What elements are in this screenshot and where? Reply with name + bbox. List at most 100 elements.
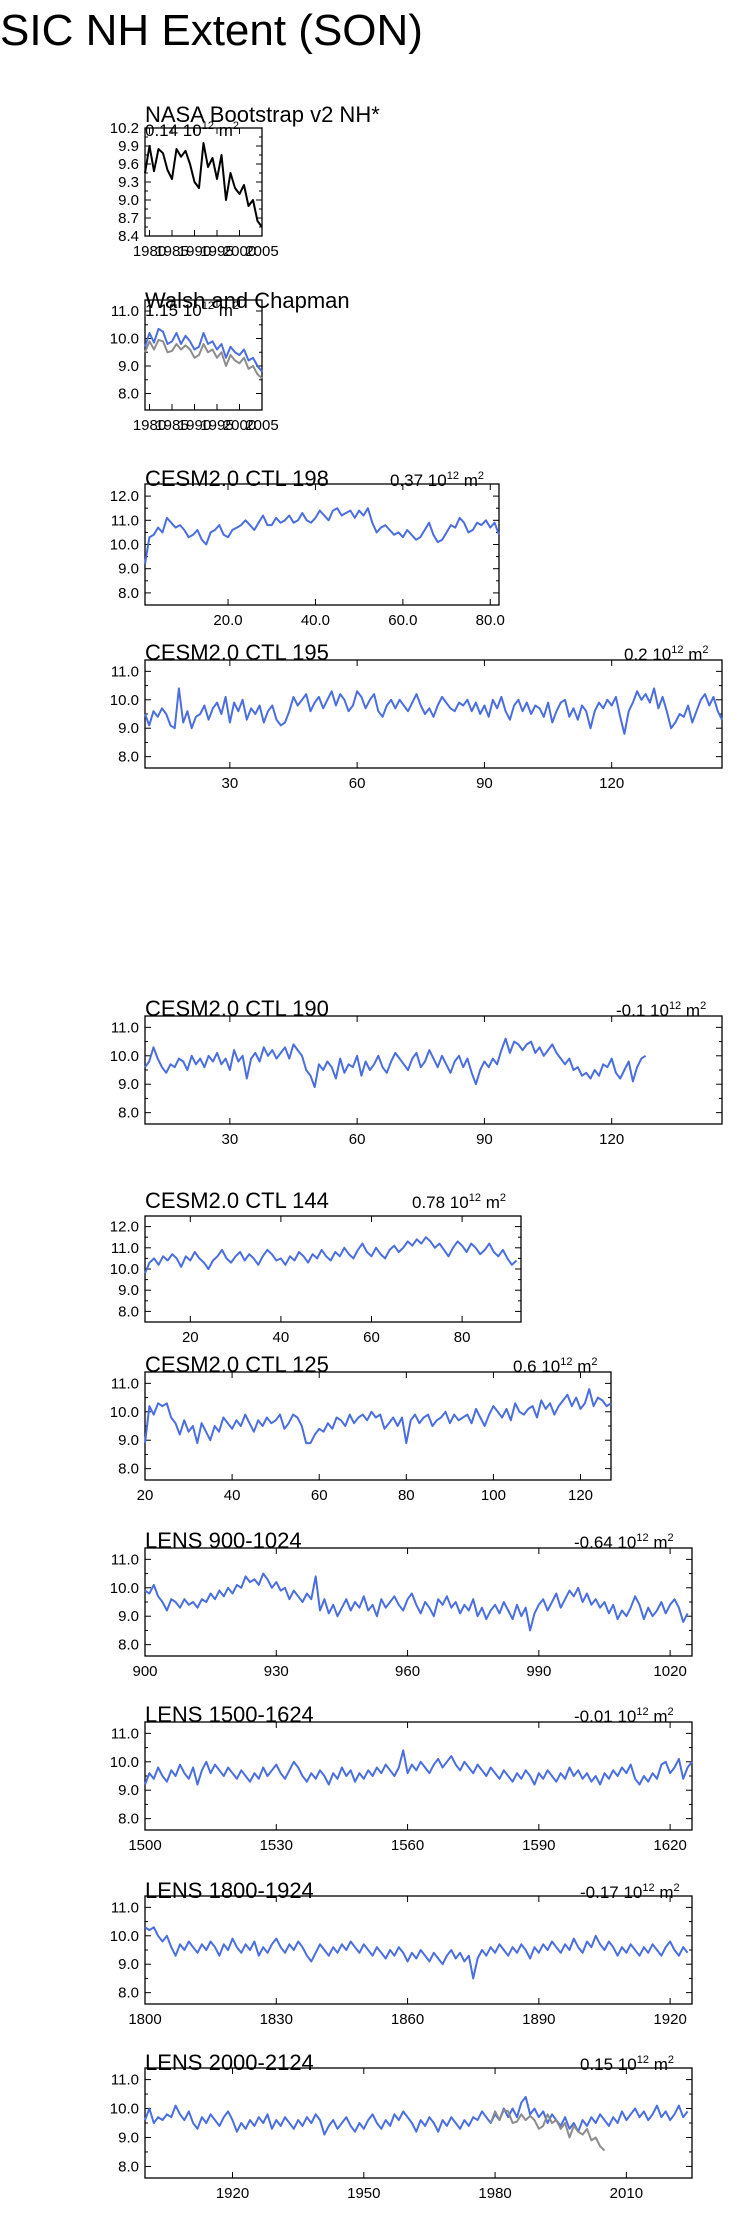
annotation-sup: 12 — [447, 470, 459, 482]
x-tick-label: 1980 — [478, 2185, 511, 2202]
annotation-value: 0.2 10 — [624, 645, 671, 664]
x-tick-label: 40 — [224, 1487, 241, 1504]
series-line-model — [144, 1388, 612, 1445]
annotation-sup: 12 — [202, 120, 214, 132]
x-tick-label: 2000 — [223, 243, 256, 260]
x-tick-label: 930 — [264, 1663, 289, 1680]
x-tick-label: 40.0 — [301, 612, 330, 629]
y-tick-label: 10.2 — [110, 120, 139, 137]
chart-annotation: -0.64 1012 m2 — [574, 1532, 674, 1552]
y-tick-label: 9.0 — [118, 1076, 139, 1093]
x-tick-label: 60.0 — [388, 612, 417, 629]
y-tick-label: 8.0 — [118, 1985, 139, 2002]
y-tick-label: 11.0 — [111, 2072, 139, 2089]
y-tick-label: 12.0 — [110, 488, 139, 505]
annotation-sup: 12 — [636, 1532, 648, 1544]
x-tick-label: 80 — [398, 1487, 415, 1504]
series-line-obs — [144, 338, 263, 380]
chart-11: LENS 2000-2124 0.15 1012 m2 8.0 9.0 10.0 11.0… — [110, 2050, 693, 2202]
annotation-sup2: 2 — [674, 1882, 680, 1894]
x-tick-label: 1985 — [155, 417, 188, 434]
series-line-model — [144, 1572, 689, 1632]
annotation-sup: 12 — [671, 644, 683, 656]
series-line-model — [144, 1236, 518, 1274]
x-tick-label: 1920 — [653, 2011, 686, 2028]
x-tick-label: 1530 — [260, 1837, 293, 1854]
x-tick-label: 90 — [476, 775, 493, 792]
y-tick-label: 11.0 — [111, 1899, 139, 1916]
x-tick-label: 1890 — [522, 2011, 555, 2028]
y-tick-label: 10.0 — [110, 1404, 139, 1421]
y-tick-label: 10.0 — [110, 1754, 139, 1771]
annotation-unit: m — [214, 301, 233, 320]
chart-annotation: -0.1 1012 m2 — [616, 1000, 706, 1020]
annotation-value: -0.01 10 — [574, 1707, 636, 1726]
y-tick-label: 8.0 — [118, 1461, 139, 1478]
x-tick-label: 100 — [481, 1487, 506, 1504]
plot-frame — [144, 299, 263, 411]
x-tick-label: 120 — [568, 1487, 593, 1504]
chart-annotation: 0.14 1012 m2 — [145, 120, 239, 140]
chart-4: CESM2.0 CTL 195 0.2 1012 m2 8.0 9.0 10.0 11.0… — [110, 640, 723, 792]
series-line-obs — [489, 2109, 606, 2152]
y-tick-label: 10.0 — [110, 1261, 139, 1278]
x-tick-label: 60 — [349, 1131, 366, 1148]
y-tick-label: 8.0 — [118, 1637, 139, 1654]
annotation-unit: m — [573, 1357, 592, 1376]
y-tick-label: 10.0 — [110, 537, 139, 554]
x-tick-label: 60 — [311, 1487, 328, 1504]
y-tick-label: 11.0 — [111, 1551, 139, 1568]
y-tick-label: 10.0 — [110, 1048, 139, 1065]
x-tick-label: 1980 — [133, 417, 166, 434]
chart-title: CESM2.0 CTL 144 — [145, 1188, 329, 1213]
series-line-model — [144, 1037, 647, 1089]
chart-10: LENS 1800-1924 -0.17 1012 m2 8.0 9.0 10.0 11.… — [110, 1878, 693, 2028]
y-tick-label: 11.0 — [111, 1375, 139, 1392]
annotation-sup2: 2 — [668, 1532, 674, 1544]
x-tick-label: 2000 — [223, 417, 256, 434]
annotation-unit: m — [649, 1533, 668, 1552]
x-tick-label: 960 — [395, 1663, 420, 1680]
chart-title: CESM2.0 CTL 125 — [145, 1352, 329, 1377]
chart-6: CESM2.0 CTL 144 0.78 1012 m2 8.0 9.0 10.0 11.… — [110, 1188, 522, 1346]
x-tick-label: 1020 — [653, 1663, 686, 1680]
x-tick-label: 1920 — [216, 2185, 249, 2202]
y-tick-label: 10.0 — [110, 2101, 139, 2118]
annotation-unit: m — [655, 1883, 674, 1902]
plot-frame — [144, 1215, 522, 1323]
annotation-value: -0.17 10 — [580, 1883, 642, 1902]
annotation-value: 0.15 10 — [580, 2055, 637, 2074]
x-tick-label: 90 — [476, 1131, 493, 1148]
annotation-sup2: 2 — [233, 300, 239, 312]
x-tick-label: 20 — [182, 1329, 199, 1346]
annotation-sup: 12 — [636, 1706, 648, 1718]
chart-title: CESM2.0 CTL 195 — [145, 640, 329, 665]
annotation-sup: 12 — [637, 2054, 649, 2066]
annotation-value: -0.1 10 — [616, 1001, 669, 1020]
x-tick-label: 1995 — [200, 417, 233, 434]
chart-title: LENS 1500-1624 — [145, 1702, 314, 1727]
chart-title: LENS 900-1024 — [145, 1528, 302, 1553]
y-tick-label: 8.0 — [118, 749, 139, 766]
annotation-sup2: 2 — [700, 1000, 706, 1012]
annotation-sup2: 2 — [591, 1356, 597, 1368]
chart-title: CESM2.0 CTL 198 — [145, 466, 329, 491]
y-tick-label: 9.9 — [118, 138, 139, 155]
y-tick-label: 10.0 — [110, 692, 139, 709]
x-tick-label: 40 — [273, 1329, 290, 1346]
x-tick-label: 1990 — [178, 243, 211, 260]
annotation-sup: 12 — [202, 300, 214, 312]
chart-title: NASA Bootstrap v2 NH* — [145, 102, 380, 127]
x-tick-label: 1590 — [522, 1837, 555, 1854]
x-tick-label: 2005 — [245, 417, 278, 434]
y-tick-label: 9.0 — [118, 720, 139, 737]
series-line-model — [144, 2095, 689, 2136]
y-tick-label: 9.0 — [118, 192, 139, 209]
y-tick-label: 8.0 — [118, 585, 139, 602]
annotation-sup: 12 — [469, 1192, 481, 1204]
x-tick-label: 2005 — [245, 243, 278, 260]
annotation-unit: m — [481, 1193, 500, 1212]
y-tick-label: 8.0 — [118, 386, 139, 403]
